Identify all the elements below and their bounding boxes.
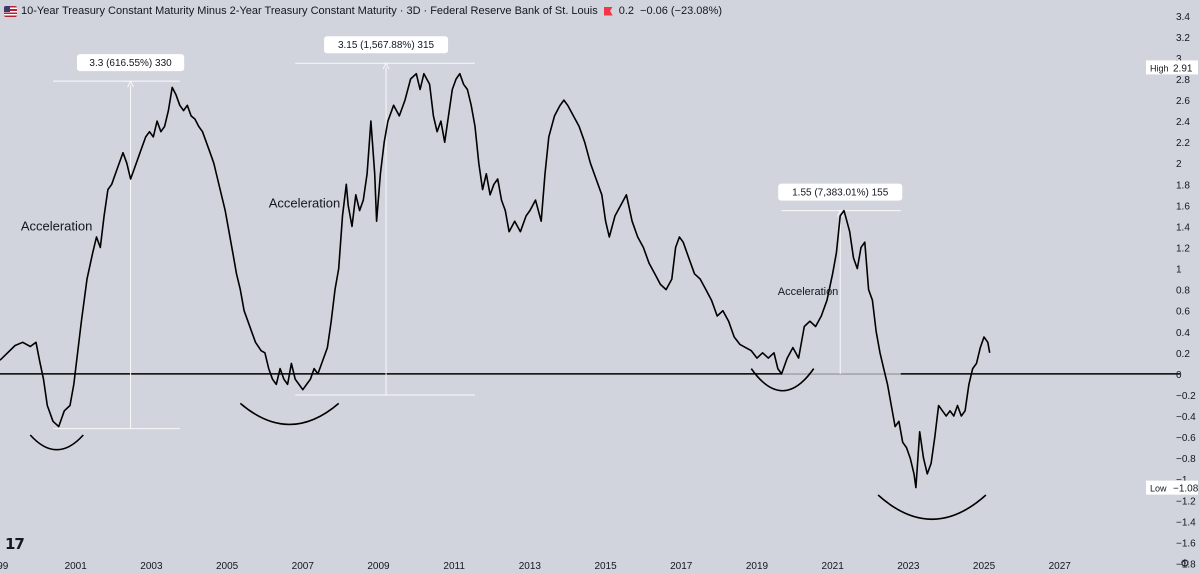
acceleration-annotation: Acceleration bbox=[269, 195, 341, 210]
x-tick-label: 2021 bbox=[822, 561, 845, 572]
y-tick-label: 2.2 bbox=[1176, 138, 1190, 149]
measure-label: 3.15 (1,567.88%) 315 bbox=[338, 40, 435, 51]
y-tick-label: 3 bbox=[1176, 54, 1182, 65]
measure-label-box bbox=[778, 183, 903, 201]
y-tick-label: 1.2 bbox=[1176, 244, 1190, 255]
x-tick-label: 2019 bbox=[746, 561, 769, 572]
trough-arc bbox=[750, 368, 815, 392]
trough-arc bbox=[29, 434, 84, 451]
x-tick-label: 2001 bbox=[65, 561, 88, 572]
measure-label: 1.55 (7,383.01%) 155 bbox=[792, 188, 889, 199]
y-tick-label: −1.6 bbox=[1176, 538, 1196, 549]
y-tick-label: 1.8 bbox=[1176, 180, 1190, 191]
y-tick-label: 2 bbox=[1176, 159, 1182, 170]
y-tick-label: 0 bbox=[1176, 370, 1182, 381]
acceleration-annotation: Acceleration bbox=[21, 219, 93, 234]
measure-arrow-icon bbox=[127, 79, 135, 88]
x-tick-label: 2005 bbox=[216, 561, 239, 572]
y-tick-label: 2.6 bbox=[1176, 96, 1190, 107]
x-tick-label: 2027 bbox=[1049, 561, 1072, 572]
y-tick-label: −0.6 bbox=[1176, 433, 1196, 444]
y-tick-label: −1.8 bbox=[1176, 559, 1196, 570]
series-title: 10-Year Treasury Constant Maturity Minus… bbox=[21, 5, 397, 17]
x-tick-label: 2017 bbox=[670, 561, 693, 572]
measure-label: 3.3 (616.55%) 330 bbox=[89, 58, 172, 69]
y-tick-label: 0.8 bbox=[1176, 286, 1190, 297]
x-tick-label: 999 bbox=[0, 561, 9, 572]
measure-arrow-icon bbox=[382, 62, 390, 70]
y-tick-label: −0.8 bbox=[1176, 454, 1196, 465]
high-box bbox=[1146, 60, 1198, 75]
x-tick-label: 2023 bbox=[897, 561, 920, 572]
y-tick-label: 0.2 bbox=[1176, 349, 1190, 360]
x-tick-label: 2011 bbox=[443, 561, 465, 572]
x-tick-label: 2009 bbox=[367, 561, 390, 572]
tradingview-logo-icon[interactable]: 17 bbox=[5, 535, 25, 553]
trough-arc bbox=[877, 494, 987, 521]
low-value: −1.08 bbox=[1173, 484, 1199, 495]
y-tick-label: 0.6 bbox=[1176, 307, 1190, 318]
measure-label-box bbox=[76, 54, 185, 72]
measure-arrow-icon bbox=[836, 209, 844, 217]
source-label: Federal Reserve Bank of St. Louis bbox=[430, 5, 598, 17]
change-value: −0.06 (−23.08%) bbox=[640, 5, 722, 17]
y-tick-label: −0.4 bbox=[1176, 412, 1196, 423]
red-flag-icon[interactable] bbox=[603, 6, 613, 16]
y-tick-label: 1.4 bbox=[1176, 222, 1190, 233]
x-tick-label: 2015 bbox=[594, 561, 617, 572]
y-tick-label: −0.2 bbox=[1176, 391, 1196, 402]
separator: · bbox=[423, 5, 428, 17]
high-value: 2.91 bbox=[1173, 63, 1193, 74]
gear-icon[interactable]: ⚙ bbox=[1180, 558, 1190, 570]
separator: · bbox=[399, 5, 404, 17]
low-box bbox=[1146, 480, 1198, 495]
y-tick-label: 2.4 bbox=[1176, 117, 1190, 128]
x-tick-label: 2025 bbox=[973, 561, 996, 572]
x-tick-label: 2007 bbox=[292, 561, 315, 572]
x-tick-label: 2003 bbox=[140, 561, 163, 572]
last-value: 0.2 bbox=[618, 5, 635, 17]
y-tick-label: 3.4 bbox=[1176, 12, 1190, 23]
us-flag-icon bbox=[4, 5, 17, 17]
series-line bbox=[0, 72, 991, 489]
y-tick-label: −1.2 bbox=[1176, 496, 1196, 507]
x-tick-label: 2013 bbox=[519, 561, 542, 572]
y-tick-label: −1.4 bbox=[1176, 517, 1196, 528]
y-tick-label: 2.8 bbox=[1176, 75, 1190, 86]
high-label: High bbox=[1150, 63, 1169, 73]
y-tick-label: 3.2 bbox=[1176, 33, 1190, 44]
chart-legend: 10-Year Treasury Constant Maturity Minus… bbox=[4, 3, 722, 19]
measure-label-box bbox=[324, 36, 449, 54]
acceleration-annotation: Acceleration bbox=[778, 286, 839, 298]
y-tick-label: 1.6 bbox=[1176, 201, 1190, 212]
interval-label[interactable]: 3D bbox=[406, 5, 421, 17]
low-label: Low bbox=[1150, 484, 1167, 494]
trough-arc bbox=[239, 402, 340, 426]
y-tick-label: 0.4 bbox=[1176, 328, 1190, 339]
y-tick-label: 1 bbox=[1176, 265, 1182, 276]
